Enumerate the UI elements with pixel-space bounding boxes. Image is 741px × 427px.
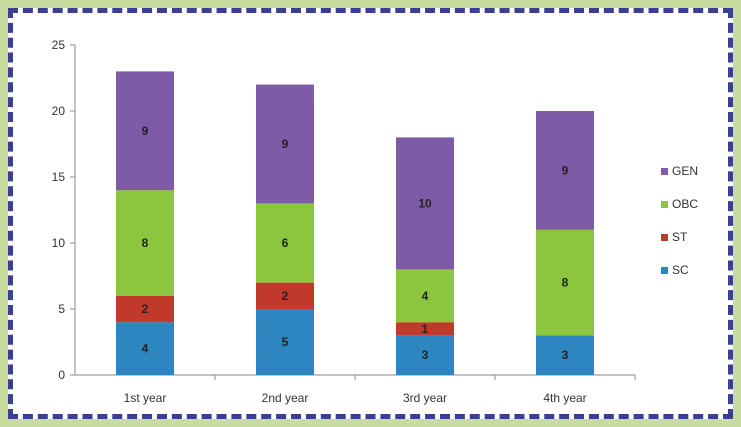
legend-swatch-gen [661, 168, 668, 175]
x-category-label: 3rd year [403, 391, 447, 405]
data-label-gen: 9 [562, 163, 569, 177]
bar-segment-sc [396, 335, 454, 375]
data-label-obc: 8 [142, 236, 149, 250]
y-tick-label: 25 [52, 38, 66, 52]
data-label-sc: 4 [142, 342, 149, 356]
y-tick-label: 10 [52, 236, 66, 250]
bar-segment-gen [256, 84, 314, 204]
data-label-sc: 3 [562, 348, 569, 362]
legend-label-obc: OBC [672, 197, 698, 211]
data-label-gen: 9 [142, 124, 149, 138]
data-label-obc: 4 [422, 289, 429, 303]
legend-swatch-obc [661, 201, 668, 208]
y-tick-label: 0 [58, 368, 65, 382]
bar-segment-obc [256, 203, 314, 283]
bar-segment-gen [396, 137, 454, 270]
legend-label-sc: SC [672, 263, 689, 277]
data-label-st: 2 [142, 302, 149, 316]
bar-segment-sc [536, 335, 594, 375]
bar-segment-st [116, 295, 174, 323]
bar-segment-sc [116, 322, 174, 375]
bar-segment-st [396, 322, 454, 336]
y-tick-label: 15 [52, 170, 66, 184]
bar-segment-gen [536, 111, 594, 230]
bar-segment-obc [116, 190, 174, 296]
y-tick-label: 5 [58, 302, 65, 316]
data-label-st: 1 [422, 322, 429, 336]
bar-segment-gen [116, 71, 174, 191]
data-label-gen: 10 [418, 196, 432, 210]
bar-segment-st [256, 282, 314, 309]
legend-swatch-st [661, 234, 668, 241]
legend-swatch-sc [661, 267, 668, 274]
x-category-label: 2nd year [262, 391, 309, 405]
chart-frame: 0 5 10 15 20 25 4 2 8 9 1st year 5 2 6 9 2nd year 3 1 4 10 3… [8, 8, 733, 419]
x-category-label: 4th year [543, 391, 586, 405]
bar-segment-obc [396, 269, 454, 323]
x-category-label: 1st year [124, 391, 167, 405]
bar-segment-obc [536, 229, 594, 336]
data-label-obc: 6 [282, 236, 289, 250]
legend-label-gen: GEN [672, 164, 698, 178]
stacked-bar-chart: 0 5 10 15 20 25 4 2 8 9 1st year 5 2 6 9 2nd year 3 1 4 10 3… [52, 38, 699, 405]
legend-label-st: ST [672, 230, 688, 244]
data-label-sc: 3 [422, 348, 429, 362]
data-label-obc: 8 [562, 276, 569, 290]
y-tick-label: 20 [52, 104, 66, 118]
data-label-gen: 9 [282, 137, 289, 151]
bar-segment-sc [256, 309, 314, 375]
data-label-sc: 5 [282, 335, 289, 349]
data-label-st: 2 [282, 289, 289, 303]
